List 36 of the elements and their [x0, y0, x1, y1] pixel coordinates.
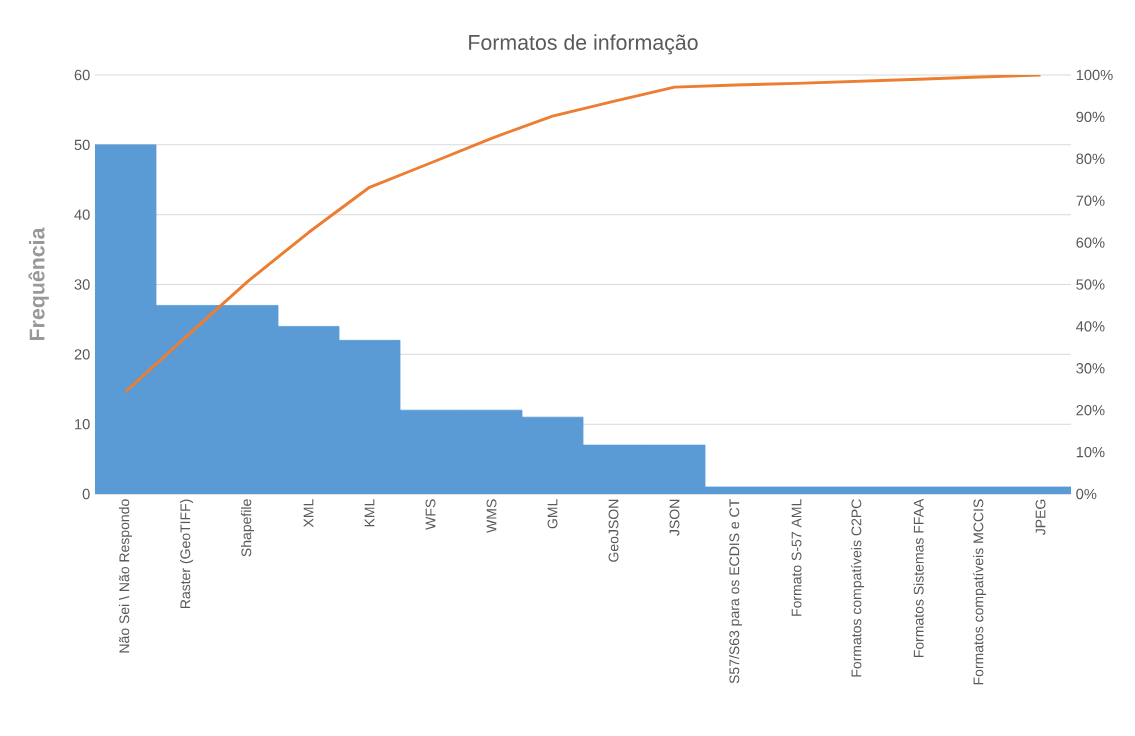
y2-tick-label: 0% — [1076, 488, 1097, 500]
x-tick-label: JPEG — [1035, 499, 1046, 536]
y2-tick-label: 40% — [1076, 321, 1105, 332]
x-tick-label: KML — [364, 499, 375, 527]
x-tick-label: Formato S-57 AML — [791, 499, 802, 616]
x-tick-label: XML — [303, 499, 314, 528]
y-tick-label: 20 — [74, 349, 90, 360]
x-tick-label: GML — [547, 499, 558, 529]
y-tick-label: 40 — [74, 209, 90, 220]
y-tick-label: 60 — [74, 69, 90, 81]
y-tick-label: 0 — [82, 488, 90, 500]
x-tick-label: Formatos compatíveis C2PC — [850, 499, 865, 677]
y-tick-label: 50 — [74, 139, 90, 151]
x-tick-label: S57/S63 para os ECDIS e CT — [728, 499, 743, 684]
y2-tick-label: 60% — [1076, 237, 1105, 248]
y2-tick-label: 70% — [1076, 195, 1105, 206]
x-tick-label: Não Sei \ Não Respondo — [118, 499, 133, 653]
y2-tick-label: 100% — [1076, 69, 1113, 81]
y2-tick-label: 90% — [1076, 111, 1105, 123]
x-tick-label: Formatos compatíveis MCCIS — [972, 499, 987, 685]
x-tick-label: WMS — [486, 499, 497, 533]
x-tick-label: Formatos Sistemas FFAA — [913, 498, 924, 658]
chart-title: Formatos de informação — [469, 34, 698, 55]
y-tick-label: 30 — [74, 279, 90, 290]
x-tick-label: GeoJSON — [608, 499, 619, 562]
x-tick-label: JSON — [669, 499, 680, 536]
y2-tick-label: 10% — [1076, 446, 1105, 458]
y-axis-title: Frequência — [28, 227, 49, 340]
y2-tick-label: 30% — [1076, 363, 1105, 374]
y2-tick-label: 20% — [1076, 405, 1105, 416]
y2-tick-label: 80% — [1076, 153, 1105, 164]
x-tick-label: Raster (GeoTIFF) — [179, 499, 194, 609]
x-tick-label: Shapefile — [240, 499, 255, 557]
y2-tick-label: 50% — [1076, 279, 1105, 290]
y-tick-label: 10 — [75, 418, 90, 430]
x-tick-label: WFS — [425, 499, 436, 530]
